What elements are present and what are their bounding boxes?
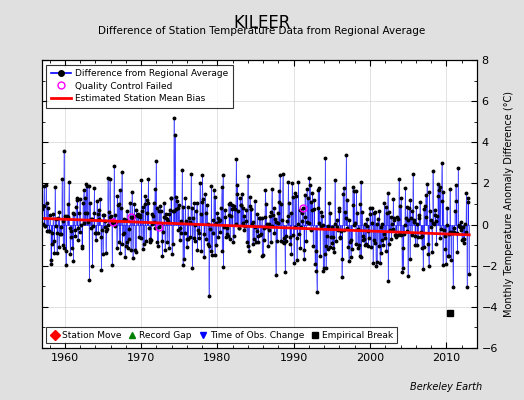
Text: Berkeley Earth: Berkeley Earth	[410, 382, 482, 392]
Legend: Station Move, Record Gap, Time of Obs. Change, Empirical Break: Station Move, Record Gap, Time of Obs. C…	[47, 327, 397, 344]
Text: Difference of Station Temperature Data from Regional Average: Difference of Station Temperature Data f…	[99, 26, 425, 36]
Text: KILEER: KILEER	[233, 14, 291, 32]
Y-axis label: Monthly Temperature Anomaly Difference (°C): Monthly Temperature Anomaly Difference (…	[504, 91, 514, 317]
